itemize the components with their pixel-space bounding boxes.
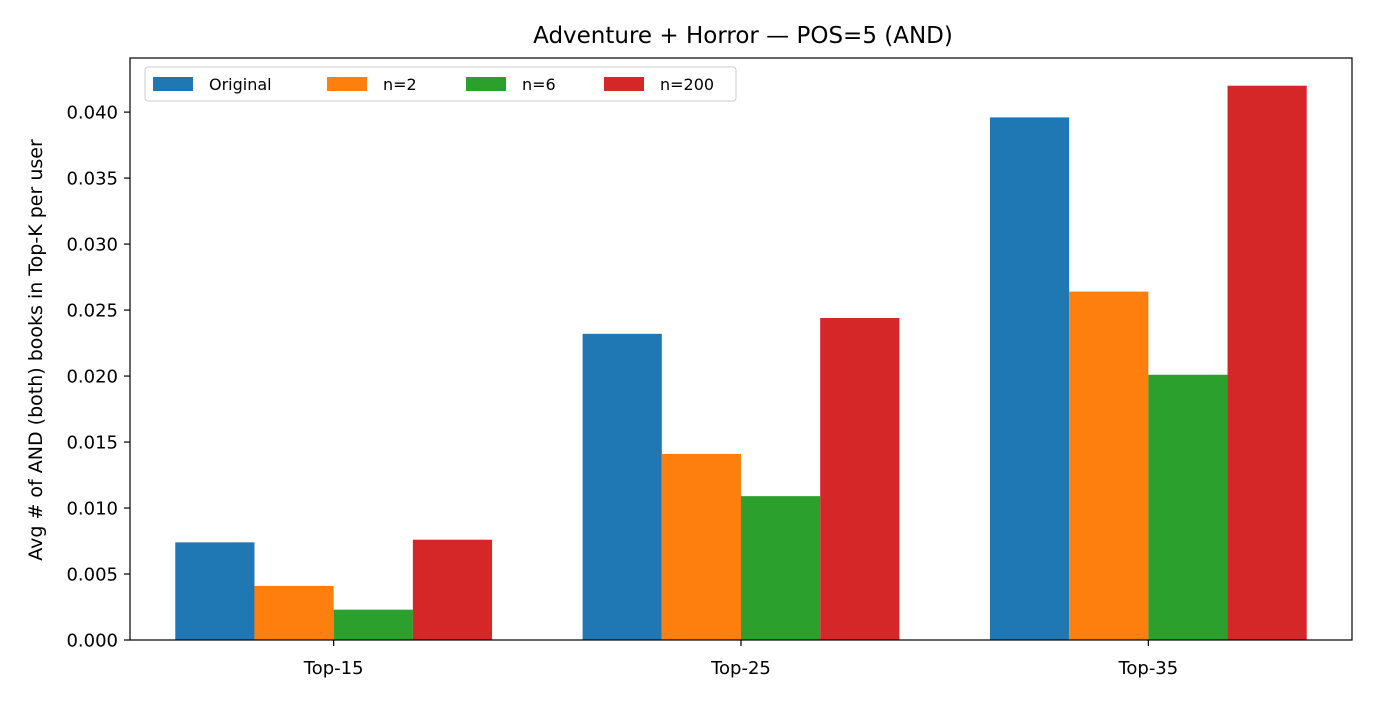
legend-swatch-n=200	[604, 77, 644, 91]
y-tick-label: 0.030	[66, 235, 118, 256]
bar-n=200-Top-25	[820, 317, 900, 640]
legend-box	[144, 66, 737, 102]
legend-swatch-Original	[153, 77, 193, 91]
y-axis-label: Avg # of AND (both) books in Top-K per u…	[25, 139, 47, 561]
bar-n=6-Top-15	[333, 609, 413, 640]
bar-Original-Top-15	[175, 542, 255, 640]
axes-group: 0.000 0.005 0.010 0.015 0.020 0.025 0.030 0.035…	[66, 57, 1353, 679]
legend-label-n=6: n=6	[522, 75, 556, 94]
bar-n=2-Top-35	[1069, 291, 1149, 640]
x-tick-label: Top-15	[303, 658, 364, 679]
bar-n=2-Top-15	[254, 585, 334, 640]
y-tick-label: 0.015	[66, 433, 118, 454]
bars-group	[175, 85, 1307, 640]
y-tick-label: 0.040	[66, 103, 118, 124]
bar-Original-Top-35	[989, 117, 1070, 640]
x-tick-label: Top-25	[710, 658, 771, 679]
legend-swatch-n=2	[327, 77, 367, 91]
legend-swatch-n=6	[466, 77, 506, 91]
bar-Original-Top-25	[582, 333, 662, 640]
y-tick-label: 0.035	[66, 169, 118, 190]
x-tick-label: Top-35	[1117, 658, 1178, 679]
bar-n=200-Top-15	[412, 539, 493, 640]
legend-label-n=2: n=2	[383, 75, 417, 94]
y-tick-label: 0.020	[66, 367, 118, 388]
legend-label-Original: Original	[209, 75, 272, 94]
legend-label-n=200: n=200	[660, 75, 714, 94]
bar-n=200-Top-35	[1227, 85, 1307, 640]
bar-n=2-Top-25	[661, 453, 741, 640]
legend: Original n=2 n=6 n=200	[144, 66, 737, 102]
y-tick-label: 0.000	[66, 631, 118, 652]
y-tick-label: 0.010	[66, 499, 118, 520]
bar-n=6-Top-35	[1148, 374, 1228, 640]
y-tick-label: 0.005	[66, 565, 118, 586]
y-tick-label: 0.025	[66, 301, 118, 322]
chart-title: Adventure + Horror — POS=5 (AND)	[533, 23, 953, 49]
bar-n=6-Top-25	[741, 496, 821, 640]
